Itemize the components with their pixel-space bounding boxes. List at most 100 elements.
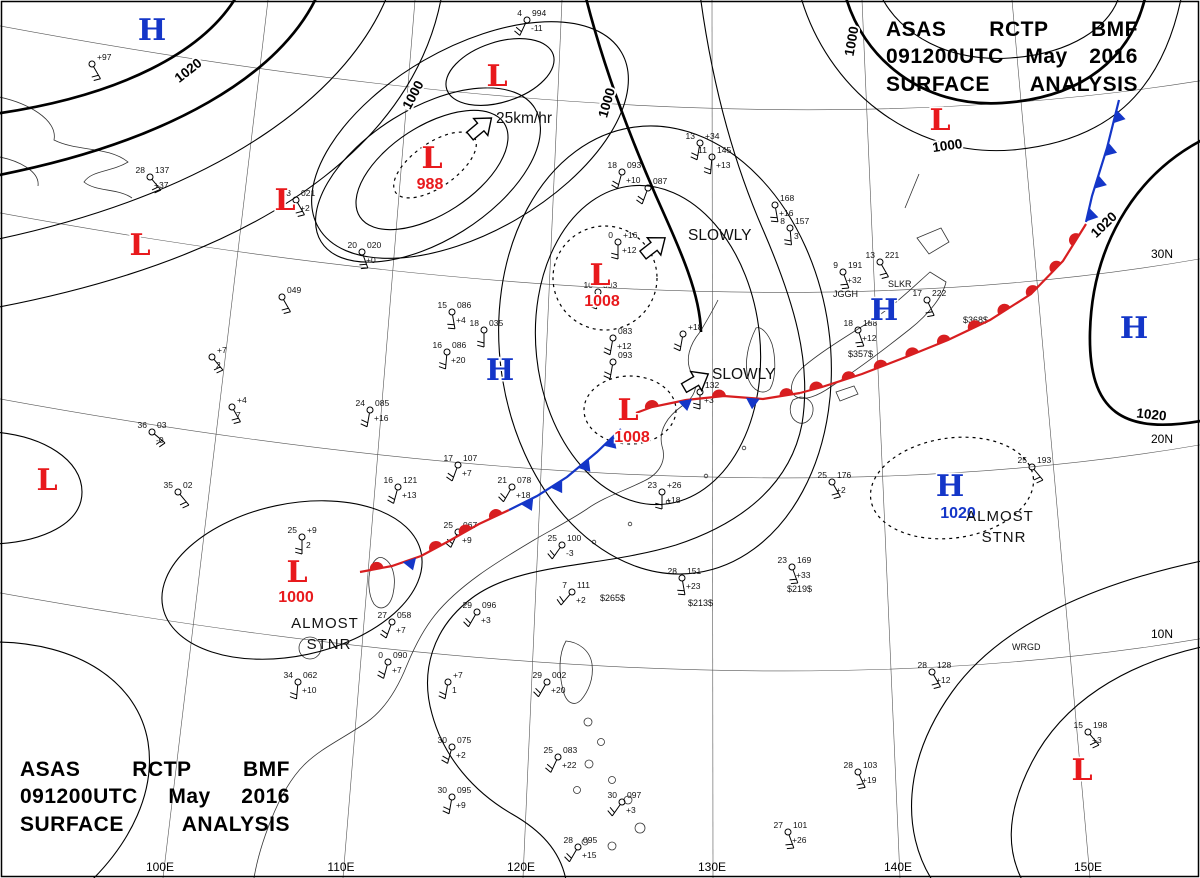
station-circle <box>928 668 936 676</box>
station-circle <box>473 608 481 616</box>
station-pressure: 168 <box>780 193 794 203</box>
latitude-label: 20N <box>1151 432 1173 446</box>
wind-barb <box>636 190 648 205</box>
station-temp: 23 <box>648 480 658 490</box>
station-plot: +4 7 <box>228 395 247 425</box>
pressure-center-L: L <box>129 228 150 263</box>
station-temp: 13 <box>282 188 292 198</box>
station-tendency: +2 <box>836 485 846 495</box>
station-circle <box>208 353 216 361</box>
station-tendency: +23 <box>686 581 701 591</box>
front-line-stationary <box>359 554 422 574</box>
station-circle <box>454 461 462 469</box>
station-temp: 30 <box>438 785 448 795</box>
station-pressure: 03 <box>157 420 167 430</box>
station-plot: 21 078 +18 <box>498 475 531 503</box>
station-pressure: 062 <box>303 670 317 680</box>
station-circle <box>388 618 396 626</box>
station-tendency: +10 <box>626 175 641 185</box>
station-pressure: 078 <box>517 475 531 485</box>
movement-note: ALMOST <box>291 615 359 632</box>
station-temp: 25 <box>548 533 558 543</box>
pressure-center-L: L <box>286 555 307 590</box>
station-tendency: +33 <box>796 570 811 580</box>
station-pressure: 093 <box>603 280 617 290</box>
wind-barb <box>1033 469 1044 484</box>
station-circle <box>558 541 566 549</box>
station-plot: 34 062 +10 <box>284 670 317 700</box>
station-circle <box>618 798 626 806</box>
wind-barb <box>673 337 683 352</box>
pressure-center-L: L <box>421 141 442 176</box>
station-circle <box>574 843 582 851</box>
station-circle <box>298 533 306 541</box>
station-circle <box>384 658 392 666</box>
wind-barb <box>151 179 162 194</box>
station-tendency: +18 <box>516 490 531 500</box>
coastlines <box>0 96 950 878</box>
station-plot: 28 137 +37 <box>136 165 169 194</box>
annotations: 25km/hr SLOWLY SLOWLY <box>465 110 775 394</box>
front-marker-warm <box>1069 233 1080 247</box>
station-plot: 13 221 <box>866 250 899 280</box>
station-circle <box>508 483 516 491</box>
station-temp: 17 <box>913 288 923 298</box>
front-marker-warm <box>369 561 384 571</box>
station-pressure: 107 <box>463 453 477 463</box>
station-plot: +97 <box>88 52 112 82</box>
pressure-center-L: L <box>929 103 950 138</box>
station-plot: 25 176 +2 <box>818 470 851 500</box>
wind-barb <box>377 664 388 679</box>
longitude-label: 150E <box>1074 860 1102 874</box>
movement-arrow-icon <box>680 370 710 394</box>
wind-barb <box>438 685 448 700</box>
station-circle <box>614 238 622 246</box>
station-plot: 18 035 <box>470 318 503 348</box>
wind-barb <box>154 433 166 448</box>
chart-id: ASAS RCTP BMF <box>886 18 1138 41</box>
station-plot: 25 083 +22 <box>544 745 577 773</box>
station-temp: 35 <box>164 480 174 490</box>
station-circle <box>443 348 451 356</box>
wind-barb <box>831 484 841 500</box>
front-marker-cold <box>678 398 693 411</box>
station-temp: 0 <box>378 650 383 660</box>
front-marker-warm <box>841 371 856 381</box>
station-circle <box>366 406 374 414</box>
station-tendency: +16 <box>779 208 794 218</box>
station-plot: 30 075 +2 <box>438 735 471 764</box>
chart-datetime: 091200UTC May 2016 <box>20 785 290 809</box>
ship-code: $213$ <box>688 598 713 608</box>
station-pressure: +97 <box>97 52 112 62</box>
station-temp: 17 <box>444 453 454 463</box>
wind-barb <box>213 359 224 374</box>
station-pressure: 093 <box>627 160 641 170</box>
station-temp: 25 <box>544 745 554 755</box>
station-circle <box>678 574 686 582</box>
pressure-center-L: L <box>1071 753 1092 788</box>
station-tendency: +15 <box>582 850 597 860</box>
graticule-labels: 30N 20N 10N 100E 110E 120E 130E 140E 150E <box>146 247 1173 874</box>
pressure-center-value: 1008 <box>614 429 650 446</box>
station-pressure: 221 <box>885 250 899 260</box>
station-plot: 10 093 5 <box>584 280 617 310</box>
station-plot: 25 193 <box>1018 455 1051 484</box>
station-pressure: +34 <box>705 131 720 141</box>
station-temp: 28 <box>918 660 928 670</box>
station-temp: 11 <box>698 145 707 155</box>
station-tendency: -11 <box>531 23 543 33</box>
latitude-label: 30N <box>1151 247 1173 261</box>
station-pressure: 198 <box>1093 720 1107 730</box>
wind-barb <box>603 341 613 356</box>
station-pressure: 096 <box>482 600 496 610</box>
station-circle <box>786 224 794 232</box>
station-tendency: +16 <box>374 413 389 423</box>
station-circle <box>448 793 456 801</box>
station-tendency: +12 <box>622 245 637 255</box>
station-plot: 168 +16 <box>770 193 794 223</box>
station-temp: 10 <box>584 280 594 290</box>
station-pressure: 169 <box>797 555 811 565</box>
wind-barb <box>380 624 392 639</box>
ship-code: JGGH <box>833 289 858 299</box>
